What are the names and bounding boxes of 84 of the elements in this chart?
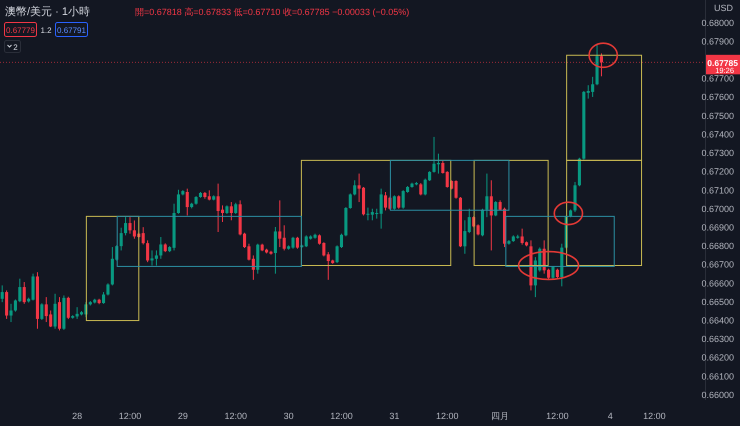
candlestick xyxy=(278,200,282,248)
candlestick xyxy=(397,194,400,210)
x-tick-label: 30 xyxy=(284,411,294,421)
candlestick xyxy=(304,234,308,248)
x-tick-label: 12:00 xyxy=(330,411,353,421)
x-tick-label: 4 xyxy=(608,411,613,421)
candlestick xyxy=(120,227,123,251)
candlestick xyxy=(106,282,110,296)
candlestick xyxy=(40,302,44,320)
annotation: 0.67779 xyxy=(6,26,36,35)
y-tick-label: 0.66700 xyxy=(701,260,734,270)
candlestick xyxy=(551,266,555,280)
y-tick-label: 0.67100 xyxy=(701,185,734,196)
y-tick-label: 0.67400 xyxy=(701,129,734,140)
annotation: 2 xyxy=(13,43,18,52)
candlestick xyxy=(186,188,189,216)
candlestick xyxy=(22,282,26,304)
y-tick-label: 0.66400 xyxy=(701,316,734,326)
candlestick xyxy=(520,228,524,246)
candlestick xyxy=(353,180,356,196)
candlestick xyxy=(436,153,440,174)
candlestick xyxy=(348,192,352,210)
candlestick xyxy=(142,226,145,245)
y-tick-label: 0.67200 xyxy=(701,166,734,177)
candlestick xyxy=(5,290,8,320)
candlestick xyxy=(230,202,233,221)
x-tick-label: 12:00 xyxy=(118,411,142,421)
candlestick xyxy=(102,292,106,304)
candlestick xyxy=(159,236,162,260)
y-tick-label: 0.66300 xyxy=(701,334,734,344)
y-tick-label: 0.66100 xyxy=(701,371,734,382)
y-tick-label: 0.66800 xyxy=(701,241,734,252)
candlestick xyxy=(384,192,388,211)
candlestick xyxy=(124,216,128,236)
candlestick xyxy=(392,194,396,210)
y-tick-label: 0.67700 xyxy=(701,74,734,84)
y-tick-label: 0.67900 xyxy=(701,36,734,46)
x-tick-label: 28 xyxy=(72,411,82,421)
y-tick-label: 0.68000 xyxy=(701,18,734,28)
y-tick-label: 0.67600 xyxy=(701,92,734,102)
candlestick xyxy=(419,182,422,196)
x-tick-label: 31 xyxy=(389,411,400,421)
candlestick xyxy=(485,173,488,218)
y-axis-title: USD xyxy=(714,3,734,13)
annotation: 1.2 xyxy=(40,26,52,35)
x-tick-label: 四月 xyxy=(491,411,510,421)
y-tick-label: 0.67000 xyxy=(701,204,734,214)
candlestick xyxy=(402,190,405,210)
y-tick-label: 0.66200 xyxy=(701,352,734,363)
x-tick-label: 12:00 xyxy=(643,411,666,421)
annotation: 0.67791 xyxy=(57,26,87,35)
ref-line-label: 0.67785 xyxy=(707,58,738,68)
candlestick xyxy=(494,200,498,217)
candlestick xyxy=(150,250,154,266)
y-tick-label: 0.66900 xyxy=(701,222,734,232)
candlestick xyxy=(66,296,70,320)
candlestick xyxy=(176,189,180,214)
candlestick xyxy=(556,268,559,279)
y-tick-label: 0.66600 xyxy=(701,278,734,288)
candlestick xyxy=(44,296,48,323)
x-tick-label: 12:00 xyxy=(436,411,458,421)
x-tick-label: 12:00 xyxy=(224,411,247,421)
candlestick xyxy=(296,236,299,250)
candlestick xyxy=(274,226,277,274)
y-tick-label: 0.66500 xyxy=(701,296,734,307)
candlestick xyxy=(234,202,238,214)
candlestick xyxy=(490,180,493,251)
candlestick xyxy=(146,240,150,263)
candlestick xyxy=(9,303,13,323)
x-tick-label: 12:00 xyxy=(546,411,569,421)
candlestick xyxy=(291,236,295,250)
candlestick xyxy=(0,284,4,303)
candlestick xyxy=(54,293,57,330)
y-tick-label: 0.67500 xyxy=(701,110,734,121)
annotation: 開=0.67818 高=0.67833 低=0.67710 收=0.67785 −0.00033 (−0.05%) xyxy=(135,7,410,17)
candlestick xyxy=(128,216,132,234)
candlestick xyxy=(216,183,220,232)
x-tick-label: 29 xyxy=(178,411,188,421)
y-tick-label: 0.67300 xyxy=(701,148,734,158)
candlestick xyxy=(432,136,436,174)
y-tick-label: 0.66000 xyxy=(701,390,734,400)
candlestick xyxy=(154,250,158,266)
text: 澳幣/美元 · 1小時 xyxy=(5,5,90,18)
candlestick xyxy=(282,224,286,251)
